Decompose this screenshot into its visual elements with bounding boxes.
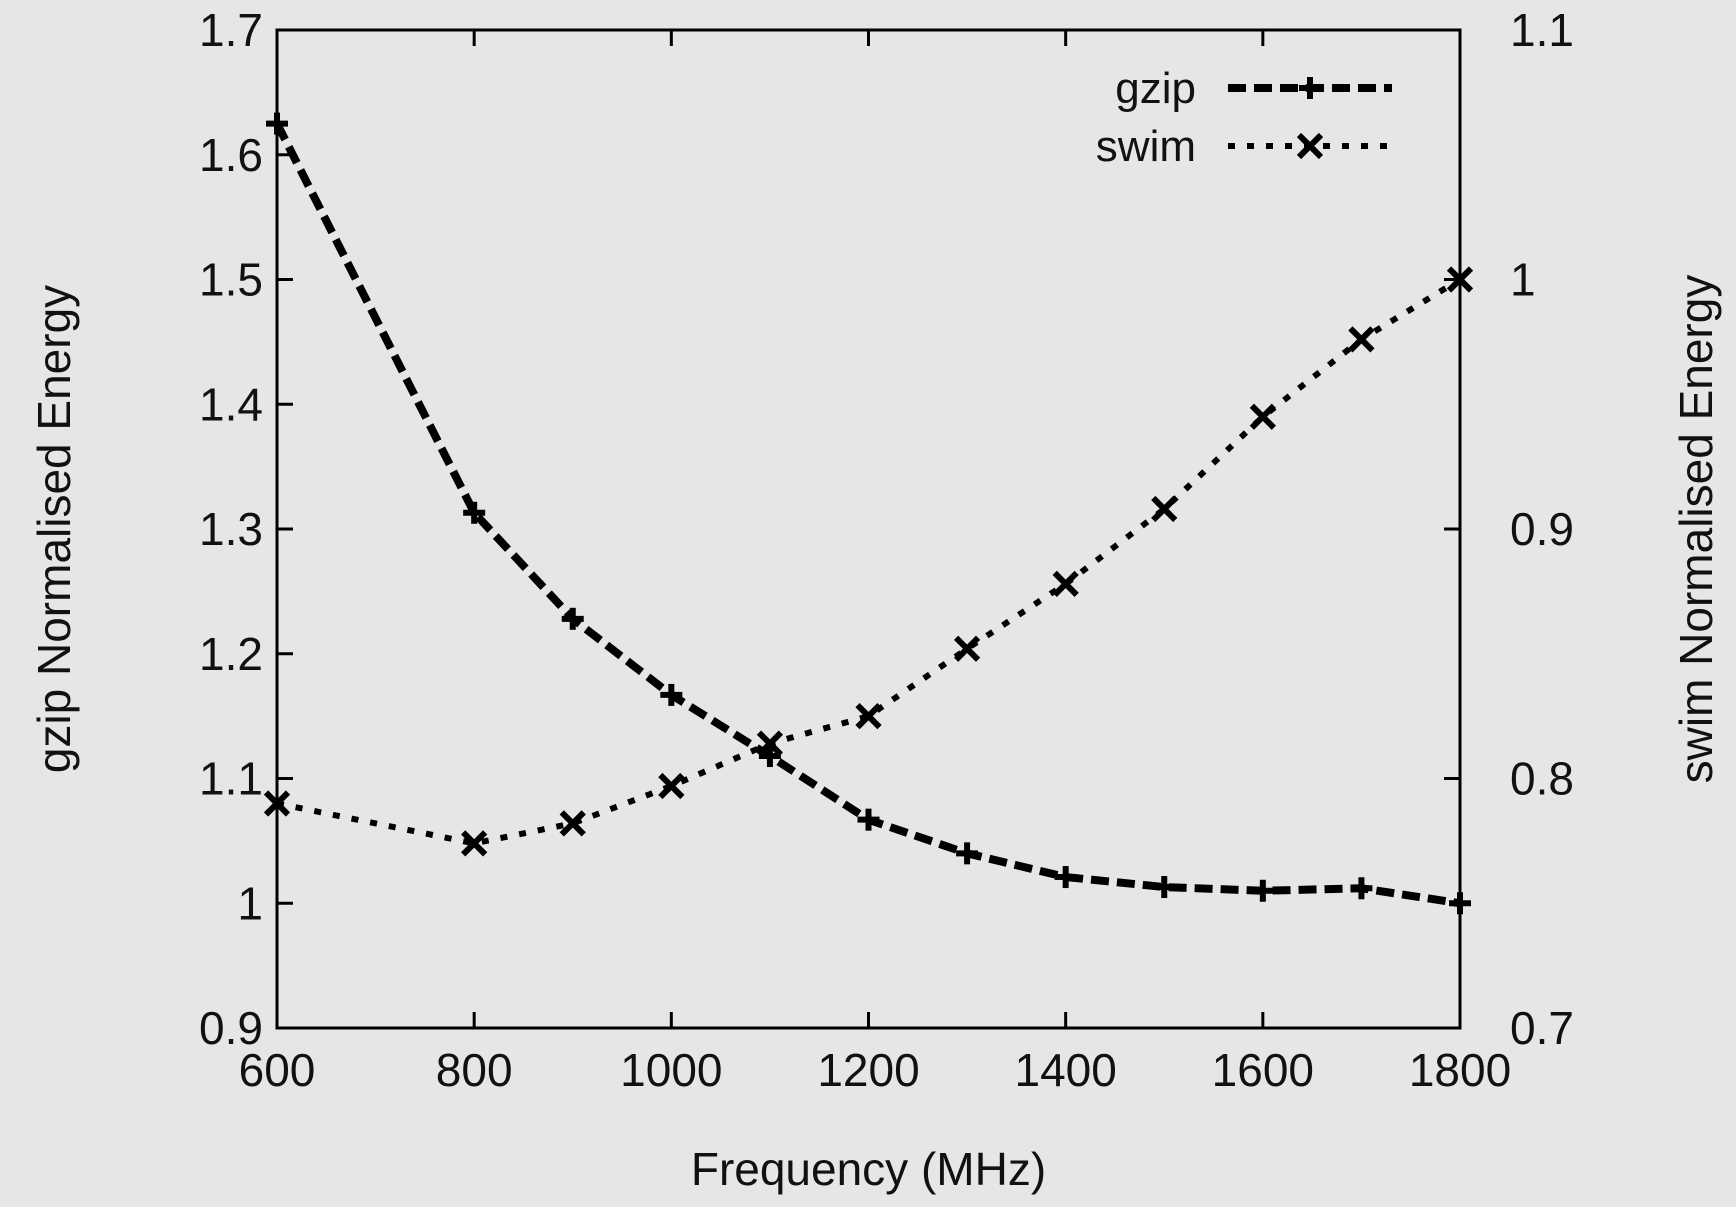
x-marker bbox=[1151, 495, 1178, 523]
x-marker bbox=[1446, 266, 1474, 293]
plus-marker bbox=[463, 501, 486, 524]
x-marker bbox=[658, 772, 685, 800]
x-marker bbox=[1348, 326, 1375, 353]
x-tick-label: 800 bbox=[436, 1044, 513, 1096]
x-tick-label: 1000 bbox=[620, 1044, 722, 1096]
legend-item-swim: swim bbox=[1096, 122, 1392, 171]
y-tick-label-left: 0.9 bbox=[199, 1002, 263, 1054]
series-line-swim bbox=[276, 276, 1462, 847]
x-marker bbox=[559, 810, 586, 837]
y-tick-label-left: 1.4 bbox=[199, 378, 263, 430]
legend: gzip swim bbox=[1096, 64, 1392, 171]
y-tick-label-right: 1.1 bbox=[1510, 4, 1574, 56]
legend-item-gzip: gzip bbox=[1115, 64, 1392, 113]
series-line-gzip bbox=[273, 121, 1461, 908]
plus-marker bbox=[1054, 866, 1077, 889]
legend-label: gzip bbox=[1115, 64, 1196, 113]
x-tick-label: 1200 bbox=[817, 1044, 919, 1096]
series-layer bbox=[263, 112, 1474, 915]
plus-marker bbox=[1153, 876, 1176, 899]
y-tick-label-left: 1.6 bbox=[199, 129, 263, 181]
y-axis-title-right: swim Normalised Energy bbox=[1670, 275, 1722, 784]
y-tick-label-right: 0.8 bbox=[1510, 753, 1574, 805]
plus-marker bbox=[660, 683, 683, 706]
y-tick-label-left: 1.2 bbox=[199, 628, 263, 680]
y-tick-label-left: 1 bbox=[237, 877, 263, 929]
y-tick-label-left: 1.7 bbox=[199, 4, 263, 56]
x-marker bbox=[756, 730, 784, 757]
x-marker bbox=[263, 790, 291, 817]
y-tick-label-right: 0.7 bbox=[1510, 1002, 1574, 1054]
y-tick-label-right: 1 bbox=[1510, 254, 1536, 306]
plus-marker bbox=[1299, 77, 1321, 99]
x-tick-label: 1600 bbox=[1212, 1044, 1314, 1096]
series-gzip bbox=[266, 112, 1471, 915]
x-marker bbox=[461, 830, 488, 857]
x-tick-label: 1800 bbox=[1409, 1044, 1511, 1096]
x-marker bbox=[1296, 132, 1324, 160]
y-tick-label-left: 1.5 bbox=[199, 254, 263, 306]
x-marker bbox=[1052, 570, 1079, 598]
x-tick-label: 600 bbox=[239, 1044, 316, 1096]
plus-marker bbox=[857, 808, 880, 831]
x-marker bbox=[953, 635, 981, 662]
y-tick-label-left: 1.3 bbox=[199, 503, 263, 555]
y-tick-label-left: 1.1 bbox=[199, 753, 263, 805]
plus-marker bbox=[1251, 879, 1274, 902]
plus-marker bbox=[561, 607, 584, 630]
x-axis-title: Frequency (MHz) bbox=[691, 1143, 1046, 1195]
plus-marker bbox=[1449, 892, 1471, 915]
plus-marker bbox=[956, 842, 979, 865]
plus-marker bbox=[758, 745, 781, 768]
plus-marker bbox=[1350, 877, 1373, 900]
x-marker bbox=[1249, 403, 1276, 430]
x-marker bbox=[855, 703, 882, 730]
x-tick-label: 1400 bbox=[1014, 1044, 1116, 1096]
legend-label: swim bbox=[1096, 122, 1196, 171]
plus-marker bbox=[266, 112, 288, 135]
y-axis-title-left: gzip Normalised Energy bbox=[28, 285, 80, 773]
series-swim bbox=[263, 266, 1474, 857]
plot-frame bbox=[275, 28, 1462, 1030]
axis-ticks: 600 800 1000 1200 1400 1600 1800 0.9 1 1.1 1.2 1.3 1… bbox=[199, 4, 1574, 1096]
y-tick-label-right: 0.9 bbox=[1510, 503, 1574, 555]
